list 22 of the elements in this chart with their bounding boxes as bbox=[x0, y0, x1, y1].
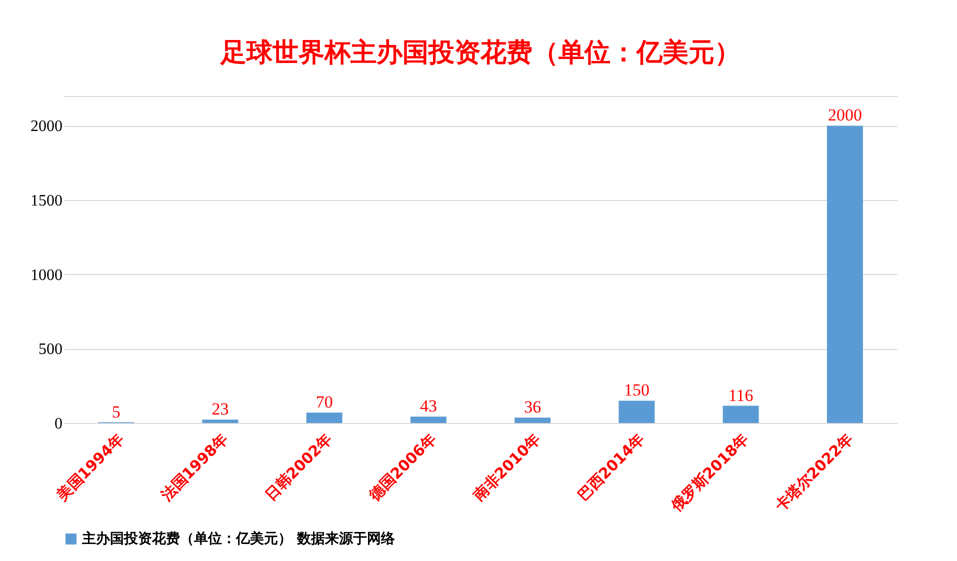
y-tick-label: 2000 bbox=[30, 118, 62, 136]
bar bbox=[722, 406, 759, 423]
data-label: 70 bbox=[316, 392, 333, 412]
bar bbox=[410, 416, 446, 423]
y-tick-label: 1500 bbox=[30, 192, 62, 210]
data-label: 2000 bbox=[828, 106, 862, 125]
chart-title: 足球世界杯主办国投资花费（单位：亿美元） bbox=[220, 38, 740, 68]
data-label: 36 bbox=[524, 398, 542, 417]
data-label: 5 bbox=[112, 402, 120, 422]
bar bbox=[514, 418, 551, 423]
bar bbox=[306, 412, 342, 423]
y-tick-label: 0 bbox=[54, 416, 62, 432]
bar bbox=[202, 420, 238, 423]
bar bbox=[826, 126, 863, 423]
data-label: 116 bbox=[728, 386, 754, 405]
y-tick-label: 1000 bbox=[30, 266, 62, 284]
data-label: 43 bbox=[420, 396, 437, 416]
y-tick-label: 500 bbox=[38, 341, 62, 358]
data-label: 150 bbox=[624, 380, 650, 400]
legend-label: 主办国投资花费（单位：亿美元） 数据来源于网络 bbox=[81, 530, 396, 547]
bar bbox=[618, 400, 655, 423]
data-label: 23 bbox=[212, 400, 229, 419]
